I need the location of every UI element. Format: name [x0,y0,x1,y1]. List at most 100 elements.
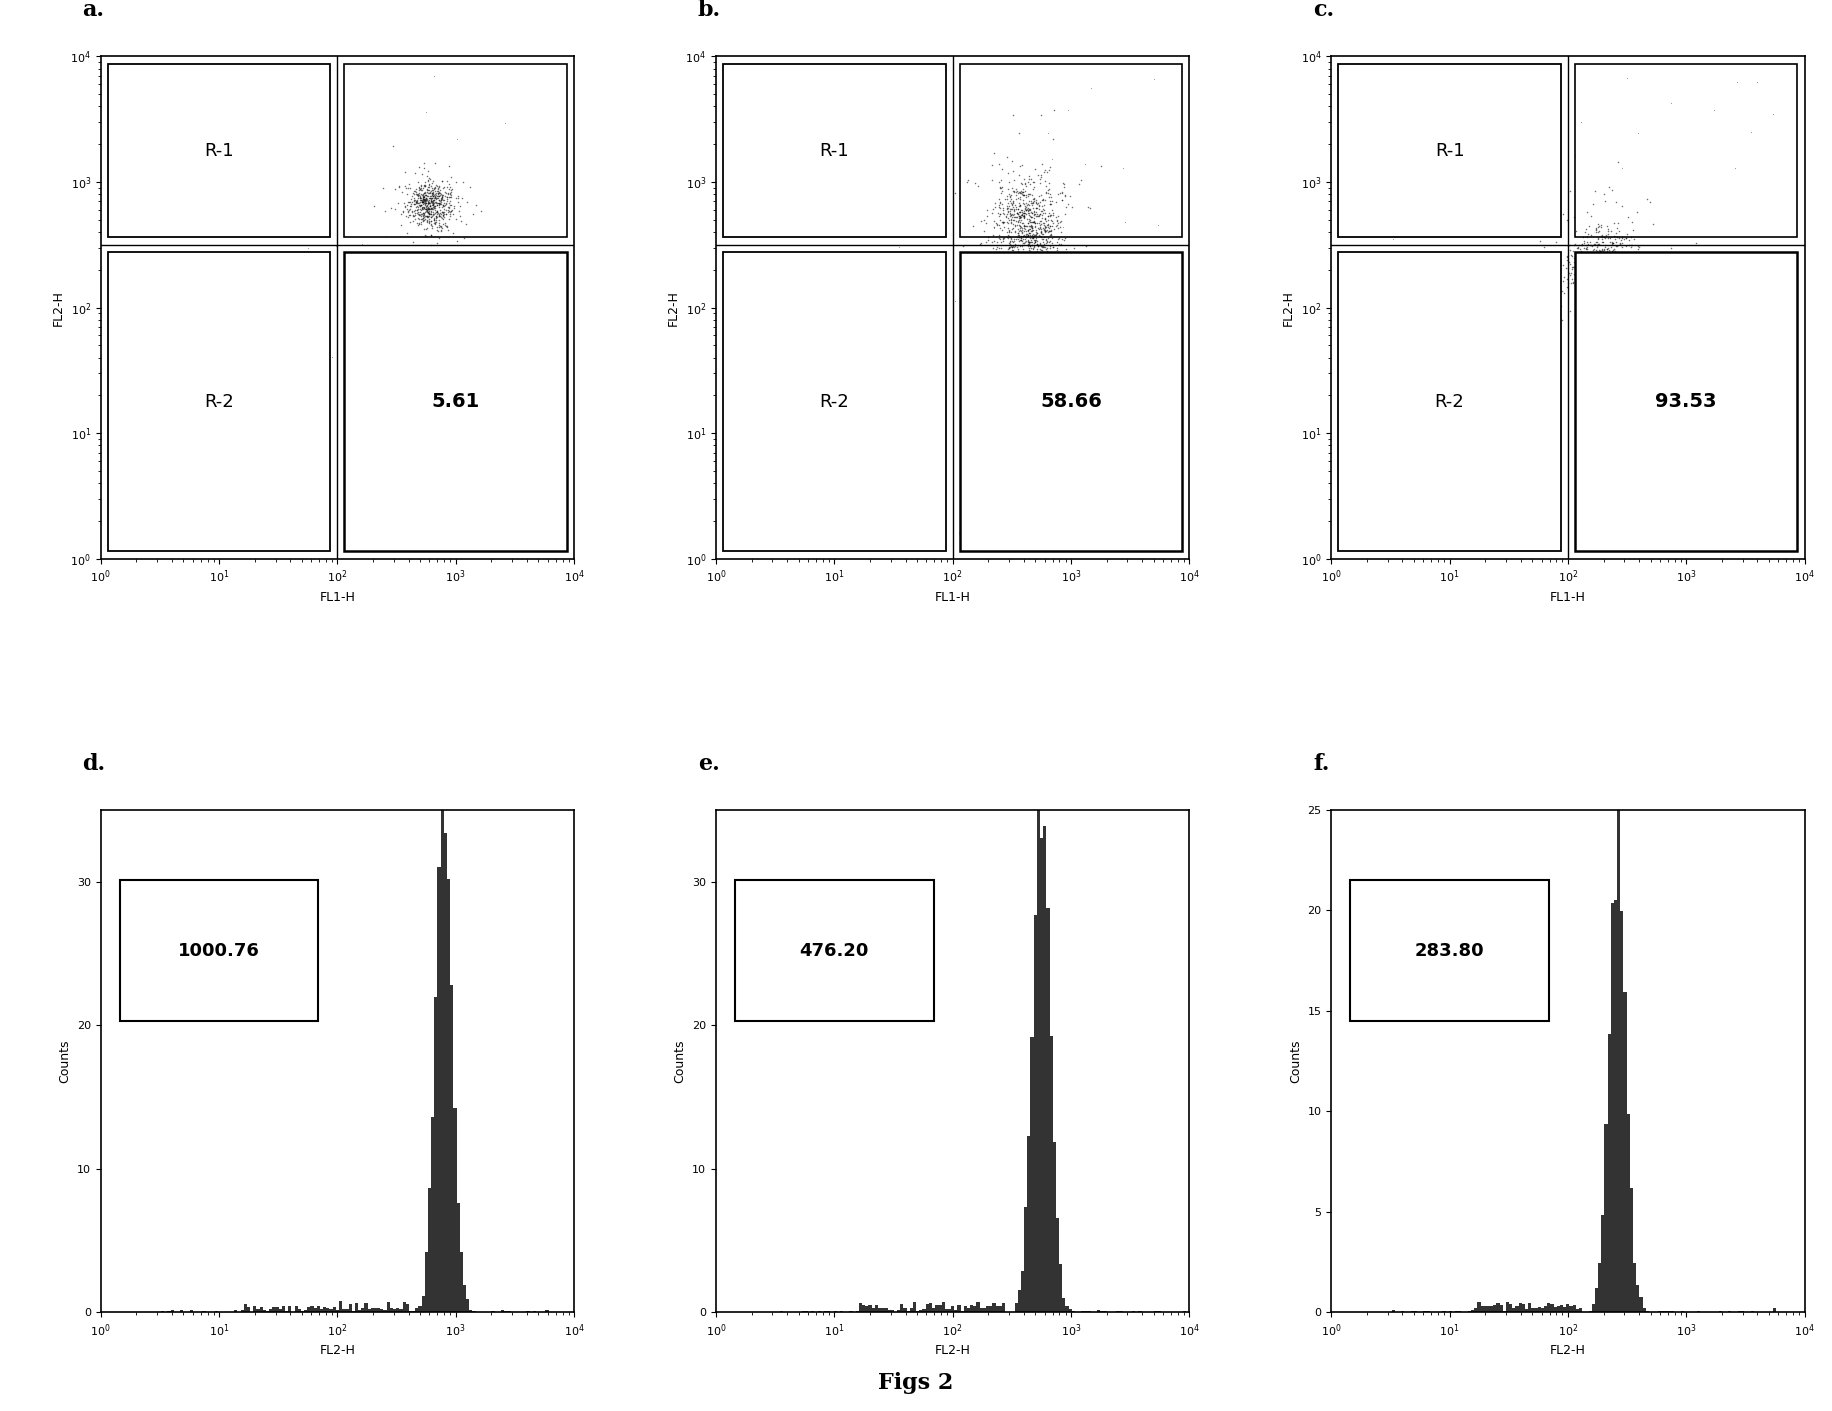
Point [1568,236,1598,258]
Point [431,214,460,237]
Point [436,181,465,203]
Point [1052,237,1081,260]
Point [1037,148,1066,171]
Point [1568,226,1598,248]
Point [1024,224,1053,247]
Bar [377,1308,381,1312]
Point [1587,251,1616,274]
Point [1577,264,1607,286]
Point [1022,258,1052,281]
Point [409,190,438,213]
Point [1572,237,1601,260]
Point [1019,188,1048,210]
Point [1722,71,1751,93]
Point [1583,234,1612,257]
Point [432,216,462,238]
Point [1031,210,1061,233]
Point [429,207,458,230]
Bar [240,1309,244,1312]
Point [405,195,434,217]
Point [1026,222,1055,244]
Point [1035,220,1064,243]
Point [1605,282,1634,305]
Bar [1627,1113,1630,1312]
Point [998,255,1028,278]
Point [1599,257,1629,279]
Point [1008,181,1037,203]
Point [1596,243,1625,265]
Point [1598,231,1627,254]
Point [416,200,445,223]
Point [1585,241,1614,264]
Point [1755,367,1784,389]
Point [421,195,451,217]
Point [991,188,1020,210]
Point [1737,121,1766,144]
Point [106,373,136,395]
Point [1605,231,1634,254]
Point [264,351,293,374]
Point [1041,214,1070,237]
Point [1555,253,1585,275]
Point [436,202,465,224]
Bar [313,1308,317,1312]
Point [978,230,1008,253]
Point [410,186,440,209]
Point [1605,281,1634,303]
Point [1031,251,1061,274]
Point [1024,203,1053,226]
Point [1598,272,1627,295]
Point [973,226,1002,248]
Bar [399,1309,403,1312]
Point [1555,261,1585,284]
Point [427,188,456,210]
Point [1590,282,1619,305]
Point [1019,253,1048,275]
Point [1011,203,1041,226]
Bar [1068,1309,1072,1312]
Bar [1579,1308,1583,1312]
Point [1581,261,1610,284]
Point [1572,265,1601,288]
Point [1372,408,1401,430]
Point [1566,274,1596,296]
Point [425,192,454,214]
Point [423,182,453,205]
Point [995,205,1024,227]
Point [420,203,449,226]
Point [1378,227,1407,250]
Point [1563,271,1592,293]
Point [410,202,440,224]
Point [1041,190,1070,213]
Point [876,470,905,492]
Point [1557,244,1587,267]
Point [1019,244,1048,267]
Point [1603,518,1632,540]
Point [958,214,987,237]
Bar [405,1305,409,1312]
Point [1570,222,1599,244]
Point [1587,247,1616,270]
Bar [321,1309,322,1312]
Bar [947,1309,951,1312]
Point [1588,255,1618,278]
Point [1013,202,1042,224]
Y-axis label: Counts: Counts [1290,1040,1303,1082]
Point [1008,212,1037,234]
Point [987,176,1017,199]
Point [1035,246,1064,268]
Point [1596,254,1625,277]
Point [405,186,434,209]
Point [398,200,427,223]
Point [1026,220,1055,243]
Point [1020,190,1050,213]
Point [1004,277,1033,299]
Bar [1537,1307,1541,1312]
Bar [108,253,330,552]
Point [414,205,443,227]
Point [1013,212,1042,234]
Point [1607,229,1636,251]
Point [1019,175,1048,198]
Point [993,202,1022,224]
Point [1042,213,1072,236]
